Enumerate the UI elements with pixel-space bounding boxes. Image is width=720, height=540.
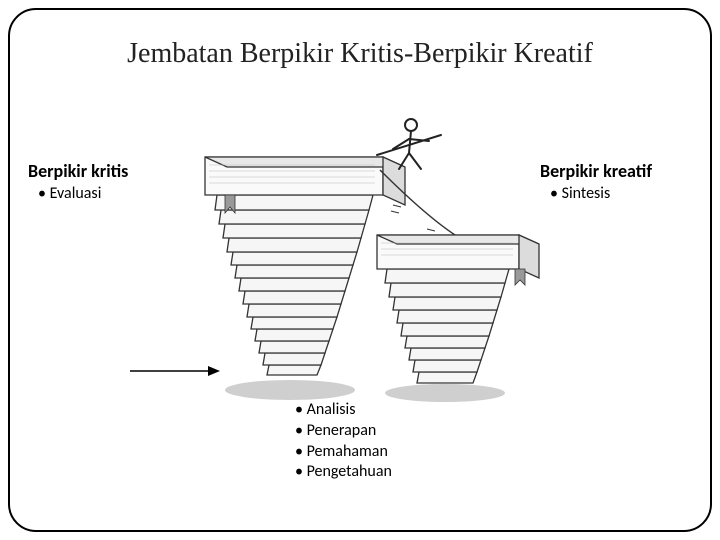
left-list: Evaluasi bbox=[28, 184, 188, 205]
right-column: Berpikir kreatif Sintesis bbox=[540, 160, 700, 205]
list-item: Penerapan bbox=[295, 421, 465, 442]
bottom-list: Analisis Penerapan Pemahaman Pengetahuan bbox=[285, 400, 465, 483]
slide-title: Jembatan Berpikir Kritis-Berpikir Kreati… bbox=[0, 38, 720, 70]
list-item: Sintesis bbox=[550, 184, 700, 205]
left-heading: Berpikir kritis bbox=[28, 160, 188, 182]
right-heading: Berpikir kreatif bbox=[540, 160, 700, 182]
list-item: Evaluasi bbox=[38, 184, 188, 205]
right-list: Sintesis bbox=[540, 184, 700, 205]
list-item: Pengetahuan bbox=[295, 462, 465, 483]
book-bridge-illustration bbox=[195, 115, 545, 405]
left-column: Berpikir kritis Evaluasi bbox=[28, 160, 188, 205]
bottom-column: Analisis Penerapan Pemahaman Pengetahuan bbox=[285, 400, 465, 483]
list-item: Pemahaman bbox=[295, 442, 465, 463]
